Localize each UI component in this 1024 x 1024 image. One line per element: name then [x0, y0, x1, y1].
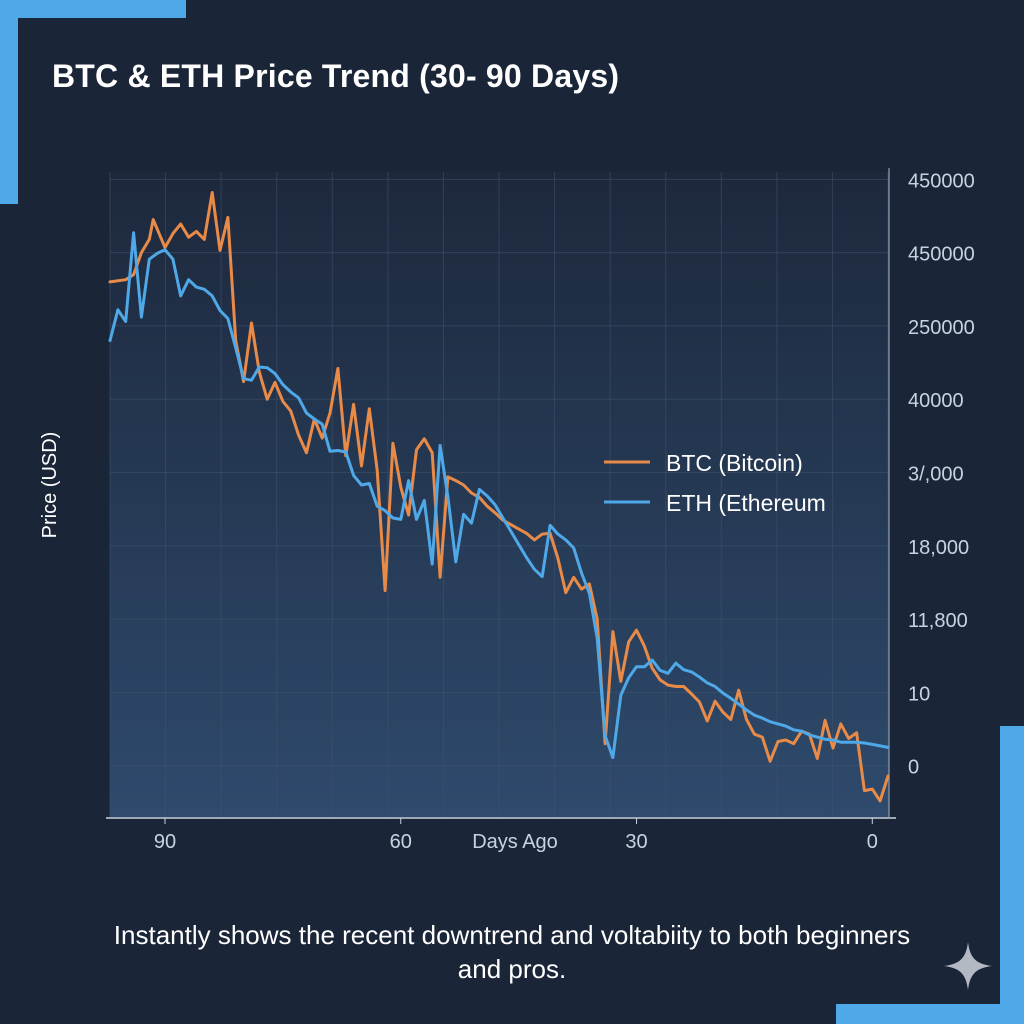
- axes: [106, 168, 896, 819]
- y-tick-label: 3/,000: [908, 464, 964, 486]
- y-tick-label: 18,000: [908, 537, 969, 559]
- chart-title: BTC & ETH Price Trend (30- 90 Days): [52, 58, 620, 94]
- x-tick-label: 30: [625, 831, 647, 853]
- x-tick-label: 90: [154, 831, 176, 853]
- y-axis-label: Price (USD): [39, 432, 61, 539]
- y-tick-label: 40000: [908, 390, 964, 412]
- x-axis-label: Days Ago: [472, 831, 558, 853]
- corner-accent-top-left-vertical: [0, 0, 18, 204]
- y-tick-label: 450000: [908, 244, 975, 266]
- x-tick-labels: 90 60 30 0: [154, 818, 878, 853]
- legend-label-eth: ETH (Ethereum: [666, 490, 826, 516]
- y-tick-label: 10: [908, 683, 930, 705]
- x-tick-label: 60: [390, 831, 412, 853]
- y-tick-labels: 450000 450000 250000 40000 3/,000 18,000 11,80…: [908, 170, 975, 778]
- grid: [109, 172, 889, 817]
- caption: Instantly shows the recent downtrend and…: [113, 920, 911, 984]
- y-tick-label: 250000: [908, 317, 975, 339]
- y-tick-label: 450000: [908, 170, 975, 192]
- sparkle-icon: [944, 942, 992, 990]
- corner-accent-bottom-right-vertical: [1000, 726, 1024, 1024]
- legend-label-btc: BTC (Bitcoin): [666, 450, 803, 476]
- corner-accent-bottom-right-horizontal: [836, 1004, 1024, 1024]
- series-line-eth: [108, 231, 890, 760]
- x-tick-label: 0: [867, 831, 878, 853]
- y-tick-label: 0: [908, 757, 919, 779]
- series-layer: [108, 191, 890, 803]
- legend: BTC (Bitcoin) ETH (Ethereum: [604, 450, 826, 516]
- y-tick-label: 11,800: [908, 610, 968, 632]
- corner-accent-top-left-horizontal: [0, 0, 186, 18]
